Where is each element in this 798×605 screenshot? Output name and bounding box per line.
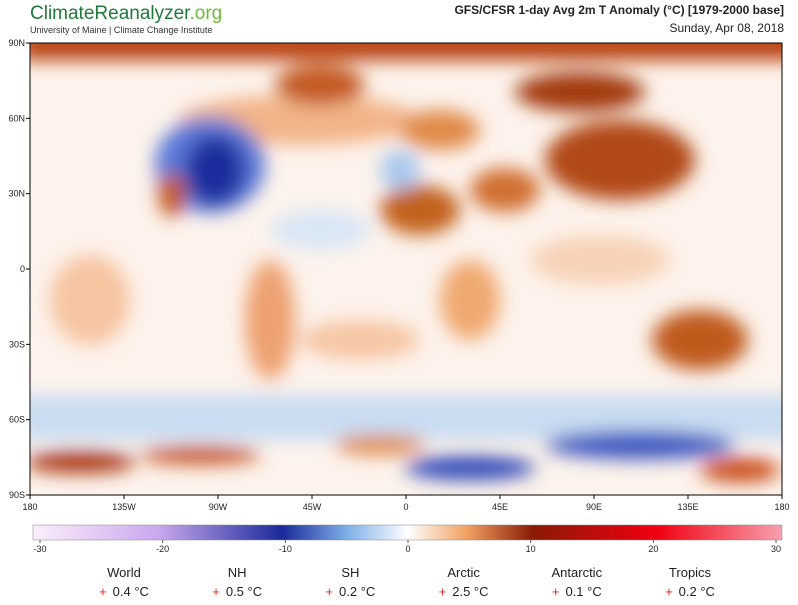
title: GFS/CFSR 1-day Avg 2m T Anomaly (°C) [19…: [454, 3, 784, 17]
lat-label: 90N: [8, 38, 25, 48]
region-name: Arctic: [447, 565, 480, 580]
colorbar-label: -10: [279, 544, 292, 554]
colorbar-label: 0: [405, 544, 410, 554]
lon-label: 90E: [586, 502, 602, 512]
date: Sunday, Apr 08, 2018: [669, 21, 784, 35]
lat-label: 60S: [9, 415, 25, 425]
region-name: World: [107, 565, 141, 580]
lat-label: 30S: [9, 339, 25, 349]
colorbar-label: -30: [33, 544, 46, 554]
lon-label: 180: [22, 502, 37, 512]
sign: +: [665, 584, 673, 599]
subtitle: University of Maine | Climate Change Ins…: [30, 25, 212, 35]
region-name: SH: [341, 565, 359, 580]
region-value: +0.2 °C: [325, 584, 375, 599]
region-value: +0.2 °C: [665, 584, 715, 599]
lon-label: 135E: [677, 502, 698, 512]
lon-label: 180: [774, 502, 789, 512]
map-axes: 180 135W 90W 45W 0 45E 90E 135E 180 90N 60N 30N 0 30S…: [8, 38, 789, 512]
region-value: +2.5 °C: [439, 584, 489, 599]
colorbar-ticks: -30 -20 -10 0 10 20 30: [33, 540, 781, 554]
sign: +: [552, 584, 560, 599]
region-value: +0.5 °C: [212, 584, 262, 599]
lat-label: 90S: [9, 490, 25, 500]
lon-label: 90W: [209, 502, 228, 512]
region-name: NH: [228, 565, 247, 580]
lat-label: 60N: [8, 113, 25, 123]
region-value: +0.1 °C: [552, 584, 602, 599]
lat-label: 0: [20, 264, 25, 274]
lon-label: 0: [403, 502, 408, 512]
colorbar-label: -20: [156, 544, 169, 554]
value: 0.1 °C: [565, 584, 601, 599]
colorbar-label: 20: [648, 544, 658, 554]
anomaly-field: [30, 43, 782, 482]
region-name: Tropics: [669, 565, 712, 580]
lon-label: 45W: [303, 502, 322, 512]
lat-label: 30N: [8, 189, 25, 199]
sign: +: [325, 584, 333, 599]
value: 0.2 °C: [339, 584, 375, 599]
lon-label: 45E: [492, 502, 508, 512]
brand-suffix[interactable]: .org: [189, 3, 222, 24]
brand[interactable]: ClimateReanalyzer.org: [30, 3, 222, 24]
brand-main[interactable]: ClimateReanalyzer: [30, 3, 191, 24]
colorbar-label: 10: [526, 544, 536, 554]
value: 0.2 °C: [679, 584, 715, 599]
value: 2.5 °C: [452, 584, 488, 599]
colorbar-label: 30: [771, 544, 781, 554]
region-name: Antarctic: [552, 565, 603, 580]
map: [30, 43, 782, 495]
sign: +: [99, 584, 107, 599]
region-value: +0.4 °C: [99, 584, 149, 599]
value: 0.5 °C: [226, 584, 262, 599]
sign: +: [212, 584, 220, 599]
value: 0.4 °C: [113, 584, 149, 599]
lon-label: 135W: [112, 502, 136, 512]
sign: +: [439, 584, 447, 599]
colorbar: [32, 524, 783, 541]
